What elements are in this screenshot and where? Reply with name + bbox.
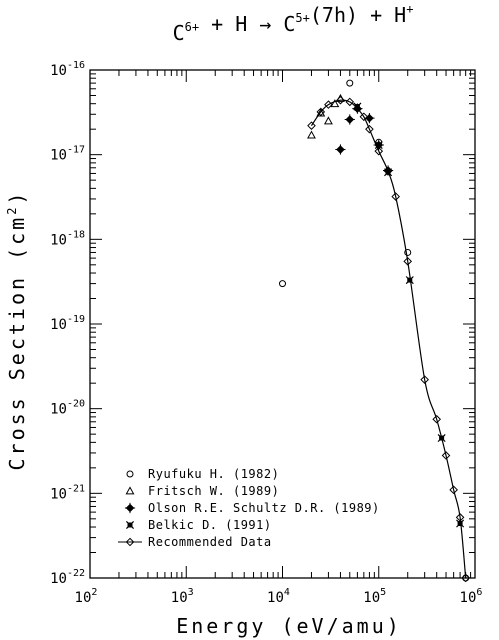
point-x-square (437, 434, 446, 443)
y-tick-label: 10-17 (50, 145, 85, 164)
y-tick-label: 10-19 (50, 314, 85, 333)
point-diamond (420, 375, 429, 384)
point-diamond (359, 112, 369, 122)
legend-label: Recommended Data (148, 535, 272, 549)
recommended-curve-line (310, 99, 467, 579)
point-diamond (403, 257, 413, 266)
y-tick-label: 10-21 (50, 483, 85, 502)
point-diamond (383, 166, 393, 176)
point-circle (346, 79, 354, 87)
point-triangle (330, 99, 340, 108)
point-diamond (316, 107, 326, 117)
point-diamond (336, 95, 345, 105)
point-circle (279, 280, 286, 288)
legend-marker-diamond-cross (124, 502, 136, 514)
y-tick-label: 10-16 (50, 60, 85, 79)
point-diamond (324, 100, 333, 109)
point-diamond (365, 124, 374, 134)
point-circle (404, 248, 412, 256)
legend-marker-triangle (125, 486, 135, 495)
chart-title: C6+ + H → C5+(7h) + H+ (173, 2, 414, 45)
point-diamond (353, 104, 362, 113)
point-diamond (391, 192, 401, 201)
point-diamond (374, 146, 384, 156)
point-triangle (323, 116, 333, 125)
y-tick-label: 10-18 (50, 229, 85, 248)
point-diamond (449, 485, 458, 495)
axis-tick-labels: 102 103 104 105 106 10-16 10-17 10-18 10-19 10-20… (50, 60, 482, 606)
point-diamond-cross (335, 144, 346, 155)
point-diamond (432, 414, 442, 424)
point-x-square (456, 519, 465, 528)
legend-marker-circle (126, 470, 134, 478)
x-tick-label: 103 (171, 587, 194, 606)
point-triangle (307, 130, 316, 139)
point-diamond (461, 573, 470, 583)
x-tick-label: 104 (267, 587, 290, 606)
y-tick-label: 10-22 (50, 568, 85, 587)
point-x-square (374, 140, 383, 150)
legend-label: Fritsch W. (1989) (148, 484, 279, 498)
legend-label: Ryufuku H. (1982) (148, 467, 279, 481)
point-diamond (441, 451, 451, 460)
point-x-square (353, 102, 362, 111)
axis-ticks (89, 69, 476, 579)
recommended-curve (310, 99, 467, 579)
x-axis-title: Energy (eV/amu) (176, 614, 402, 638)
point-diamond (345, 97, 355, 107)
legend-label: Belkic D. (1991) (148, 518, 272, 532)
point-diamond (455, 513, 465, 522)
point-x-square (405, 276, 414, 285)
point-diamond-cross (344, 114, 355, 125)
y-axis-title: Cross Section (cm2) (5, 190, 29, 471)
x-tick-label: 105 (363, 587, 386, 606)
x-tick-label: 102 (75, 587, 98, 606)
x-tick-label: 106 (460, 587, 483, 606)
legend: Ryufuku H. (1982) Fritsch W. (1989) Olson … (118, 467, 380, 549)
legend-marker-x-square (125, 520, 135, 530)
data-markers (279, 79, 470, 583)
legend-label: Olson R.E. Schultz D.R. (1989) (148, 501, 380, 515)
point-diamond (307, 121, 316, 130)
y-tick-label: 10-20 (50, 399, 85, 418)
legend-marker-diamond (125, 537, 135, 547)
